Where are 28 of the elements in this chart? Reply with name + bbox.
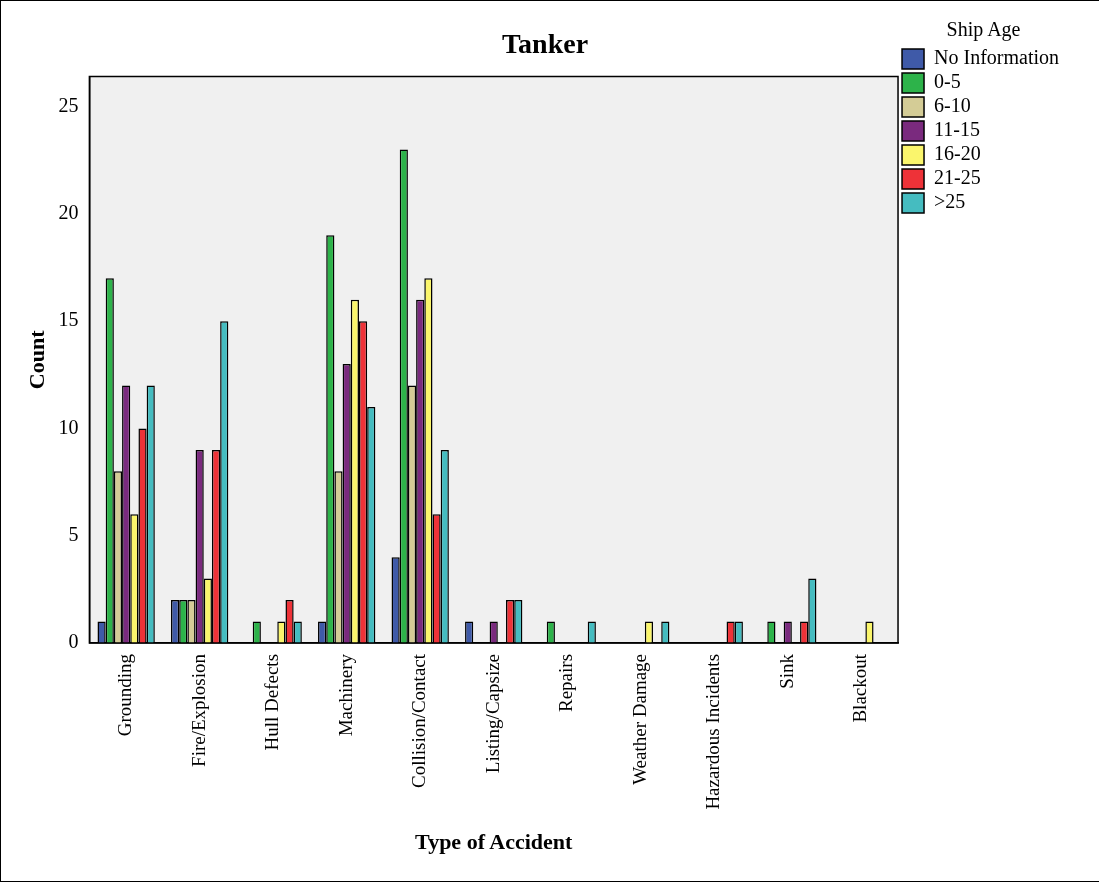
y-tick-label: 15 [58, 308, 79, 331]
x-tick-label: Collision/Contact [408, 653, 430, 789]
x-tick-label: Machinery [334, 653, 356, 737]
legend-label: 11-15 [934, 118, 980, 141]
legend-label: 0-5 [934, 70, 961, 93]
y-tick-label: 10 [58, 415, 79, 438]
x-tick-label: Weather Damage [628, 653, 650, 785]
x-tick-label: Repairs [555, 653, 577, 713]
x-tick-label: Sink [775, 653, 797, 689]
y-tick-label: 25 [58, 93, 79, 116]
legend-label: >25 [934, 190, 966, 213]
y-tick-label: 20 [58, 201, 79, 224]
y-tick-label: 0 [68, 630, 79, 653]
x-tick-label: Hull Defects [261, 653, 283, 751]
y-axis-title: Count [23, 329, 49, 390]
legend-label: 16-20 [934, 142, 981, 165]
legend-title: Ship Age [946, 18, 1021, 42]
legend-label: 6-10 [934, 94, 971, 117]
x-tick-label: Fire/Explosion [187, 653, 209, 767]
x-tick-label: Blackout [849, 653, 871, 723]
x-tick-label: Hazardous Incidents [702, 653, 724, 810]
chart-title: Tanker [501, 28, 589, 60]
legend-label: 21-25 [934, 166, 981, 189]
x-tick-label: Grounding [114, 653, 136, 737]
y-tick-label: 5 [68, 522, 79, 545]
x-axis-title: Type of Accident [415, 829, 574, 855]
legend-label: No Information [934, 46, 1060, 69]
x-tick-label: Listing/Capsize [481, 653, 503, 774]
